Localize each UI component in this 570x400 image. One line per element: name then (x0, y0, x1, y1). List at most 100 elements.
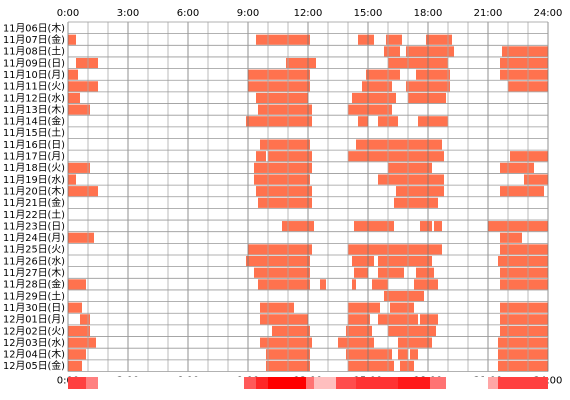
activity-segment (378, 314, 418, 325)
activity-segment (352, 256, 374, 267)
activity-segment (498, 337, 548, 348)
activity-segment (388, 162, 432, 173)
activity-segment (420, 221, 432, 232)
activity-segment (346, 349, 392, 360)
activity-segment (68, 232, 94, 243)
row-label: 11月20日(木) (3, 185, 65, 197)
row-label: 12月02日(火) (3, 325, 65, 337)
activity-segment (362, 81, 392, 92)
activity-segment (68, 360, 82, 371)
row-label: 11月27日(木) (3, 267, 65, 279)
activity-segment (348, 360, 394, 371)
row-label: 11月10日(月) (3, 69, 65, 81)
row-label: 11月14日(金) (3, 115, 65, 128)
activity-segment (358, 116, 368, 127)
activity-segment (352, 279, 356, 290)
activity-segment (358, 34, 374, 45)
x-tick-label-top: 21:00 (474, 8, 503, 19)
row-label: 11月18日(火) (3, 162, 65, 174)
activity-segment (372, 279, 388, 290)
activity-segment (394, 197, 438, 208)
row-label: 11月17日(月) (3, 151, 65, 163)
row-label: 12月01日(月) (3, 314, 65, 326)
activity-segment (282, 221, 314, 232)
activity-segment (416, 69, 450, 80)
activity-segment (384, 290, 424, 302)
activity-segment (396, 186, 444, 197)
activity-segment (500, 162, 534, 173)
activity-segment (68, 162, 90, 173)
activity-segment (524, 174, 548, 185)
x-tick-label-top: 24:00 (534, 8, 563, 19)
activity-segment (500, 314, 548, 325)
activity-segment (286, 57, 316, 69)
activity-segment (254, 267, 310, 278)
activity-segment (500, 232, 522, 243)
row-label: 11月13日(木) (3, 104, 65, 116)
activity-segment (406, 46, 454, 57)
activity-segment (246, 116, 312, 127)
activity-segment (352, 92, 396, 104)
x-tick-label-top: 6:00 (177, 8, 199, 19)
row-label: 11月16日(日) (3, 139, 65, 151)
activity-segment (68, 349, 86, 360)
activity-segment (348, 302, 380, 313)
summary-intensity-bar (68, 377, 548, 389)
row-label: 11月28日(金) (3, 278, 65, 291)
activity-segment (268, 151, 312, 162)
activity-segment (68, 104, 90, 115)
activity-segment (256, 92, 308, 104)
activity-segment (68, 174, 76, 185)
activity-segment (366, 69, 400, 80)
activity-segment (500, 69, 548, 80)
row-label: 11月21日(金) (3, 196, 65, 209)
row-label: 11月08日(土) (3, 45, 65, 58)
activity-segment (500, 186, 544, 197)
activity-segment (378, 267, 404, 278)
activity-segment (258, 104, 312, 115)
activity-segment (510, 151, 548, 162)
x-tick-label-top: 3:00 (117, 8, 139, 19)
x-tick-label-top: 18:00 (414, 8, 443, 19)
activity-segment (68, 34, 76, 45)
activity-segment (500, 244, 548, 255)
activity-segment (384, 46, 400, 57)
activity-segment (76, 57, 98, 69)
activity-segment (434, 221, 442, 232)
activity-segment (348, 314, 370, 325)
activity-segment (400, 360, 414, 371)
activity-segment (272, 325, 310, 337)
activity-segment (354, 221, 394, 232)
row-label: 11月09日(日) (3, 57, 65, 69)
row-label: 11月29日(土) (3, 289, 65, 302)
activity-segment (320, 279, 326, 290)
row-label: 11月22日(土) (3, 208, 65, 221)
row-label: 11月07日(金) (3, 33, 65, 46)
activity-segment (410, 349, 418, 360)
activity-segment (68, 337, 96, 348)
activity-segment (378, 256, 432, 267)
activity-segment (258, 197, 312, 208)
activity-segment (408, 92, 446, 104)
activity-segment (390, 302, 414, 313)
activity-segment (260, 337, 312, 348)
activity-segment (260, 302, 294, 313)
row-label: 12月04日(木) (3, 349, 65, 361)
activity-segment (254, 162, 312, 173)
activity-segment (260, 314, 308, 325)
activity-segment (420, 314, 438, 325)
x-tick-label-top: 0:00 (57, 8, 79, 19)
activity-segment (248, 81, 310, 92)
activity-segment (498, 256, 548, 267)
activity-segment (356, 139, 442, 150)
activity-segment (258, 279, 310, 290)
activity-segment (500, 57, 548, 69)
row-label: 11月12日(水) (3, 92, 65, 104)
activity-segment (80, 314, 90, 325)
activity-segment (338, 337, 374, 348)
activity-segment (386, 34, 402, 45)
activity-segment (416, 267, 434, 278)
activity-segment (378, 174, 444, 185)
activity-segment (388, 325, 436, 337)
activity-segment (68, 186, 98, 197)
